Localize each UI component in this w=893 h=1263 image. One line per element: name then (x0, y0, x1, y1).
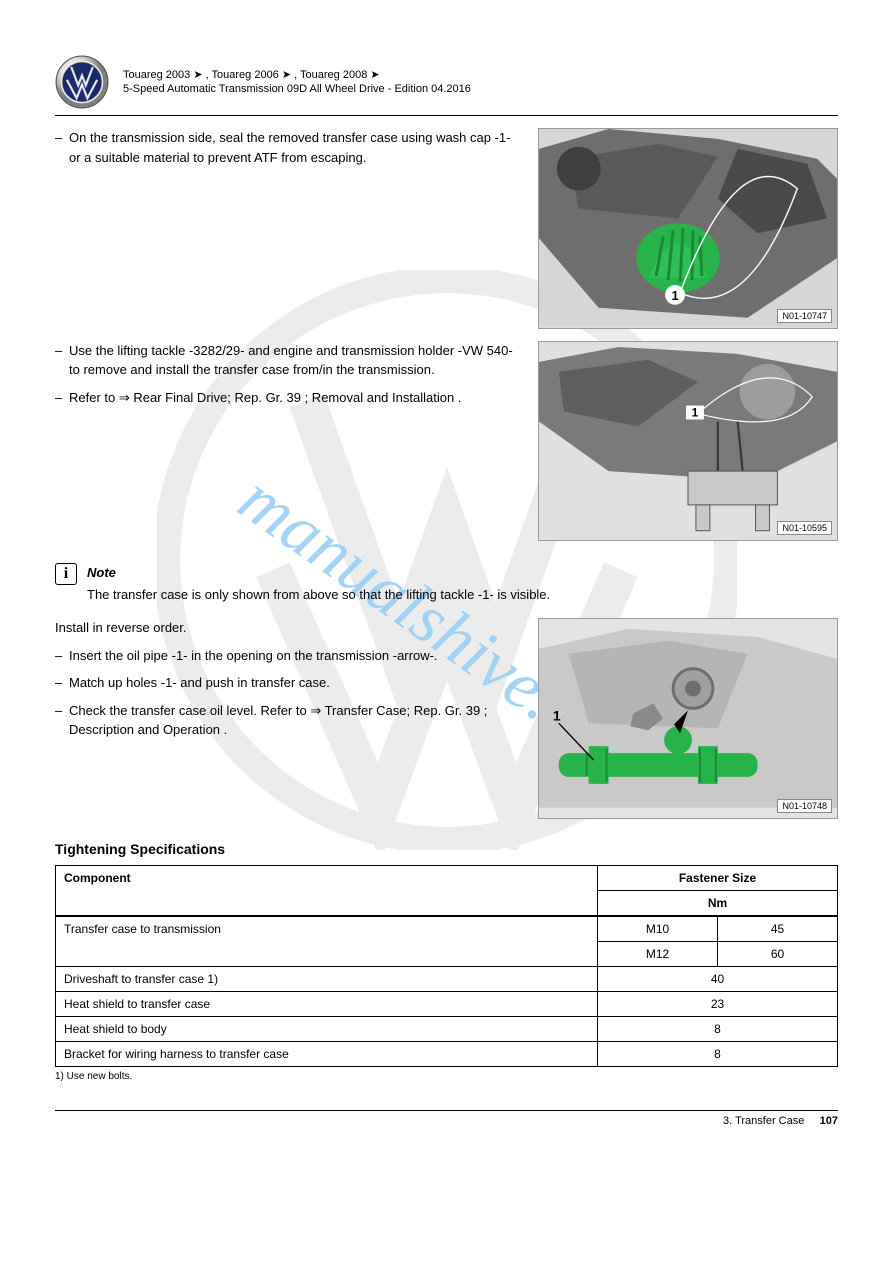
cell-component: Bracket for wiring harness to transfer c… (56, 1041, 598, 1066)
svg-text:1: 1 (692, 405, 699, 419)
cell-component: Heat shield to transfer case (56, 991, 598, 1016)
para-refer-rear-final: Refer to ⇒ Rear Final Drive; Rep. Gr. 39… (55, 388, 518, 408)
figure-3-id: N01-10748 (777, 799, 832, 813)
cell-nm: 45 (718, 916, 838, 942)
info-icon: i (55, 563, 77, 585)
table-row: Bracket for wiring harness to transfer c… (56, 1041, 838, 1066)
cell-nm: 8 (598, 1041, 838, 1066)
figure-2-id: N01-10595 (777, 521, 832, 535)
torque-heading: Tightening Specifications (55, 841, 838, 857)
th-component: Component (56, 865, 598, 916)
cell-component: Driveshaft to transfer case 1) (56, 966, 598, 991)
th-fastener: Fastener Size (598, 865, 838, 890)
cell-fastener: M10 (598, 916, 718, 942)
para-lifting-tackle: Use the lifting tackle -3282/29- and eng… (55, 341, 518, 380)
page-footer: 3. Transfer Case 107 (55, 1115, 838, 1127)
para-reverse-order: Install in reverse order. (55, 618, 518, 638)
table-footnote: 1) Use new bolts. (55, 1071, 838, 1082)
cell-nm: 8 (598, 1016, 838, 1041)
footer-page-number: 107 (820, 1115, 838, 1127)
svg-text:1: 1 (553, 708, 561, 724)
para-check-oil: Check the transfer case oil level. Refer… (55, 701, 518, 740)
cell-nm: 40 (598, 966, 838, 991)
page-header: Touareg 2003 ➤ , Touareg 2006 ➤ , Touare… (55, 55, 838, 116)
th-nm: Nm (598, 890, 838, 916)
para-seal-transfer-case: On the transmission side, seal the remov… (55, 128, 518, 167)
vw-logo-icon (55, 55, 109, 109)
cell-component: Heat shield to body (56, 1016, 598, 1041)
table-row: Driveshaft to transfer case 1) 40 (56, 966, 838, 991)
note-body-text: The transfer case is only shown from abo… (87, 585, 838, 605)
cell-fastener: M12 (598, 941, 718, 966)
cell-nm: 23 (598, 991, 838, 1016)
para-match-holes: Match up holes -1- and push in transfer … (55, 673, 518, 693)
figure-1: 1 N01-10747 (538, 128, 838, 329)
figure-3: 1 N01-10748 (538, 618, 838, 819)
para-insert-oil-pipe: Insert the oil pipe -1- in the opening o… (55, 646, 518, 666)
note-block: i Note The transfer case is only shown f… (55, 563, 838, 604)
table-row: Heat shield to body 8 (56, 1016, 838, 1041)
footer-code: 3. Transfer Case (723, 1115, 804, 1127)
footer-rule (55, 1110, 838, 1111)
cell-nm: 60 (718, 941, 838, 966)
header-line2: 5-Speed Automatic Transmission 09D All W… (123, 82, 471, 96)
figure-1-id: N01-10747 (777, 309, 832, 323)
note-title: Note (87, 563, 838, 583)
table-row: Transfer case to transmission M10 45 (56, 916, 838, 942)
torque-table: Component Fastener Size Nm Transfer case… (55, 865, 838, 1067)
cell-component: Transfer case to transmission (56, 916, 598, 967)
svg-text:1: 1 (671, 288, 678, 303)
figure-2: 1 N01-10595 (538, 341, 838, 542)
header-line1: Touareg 2003 ➤ , Touareg 2006 ➤ , Touare… (123, 68, 471, 82)
table-row: Heat shield to transfer case 23 (56, 991, 838, 1016)
